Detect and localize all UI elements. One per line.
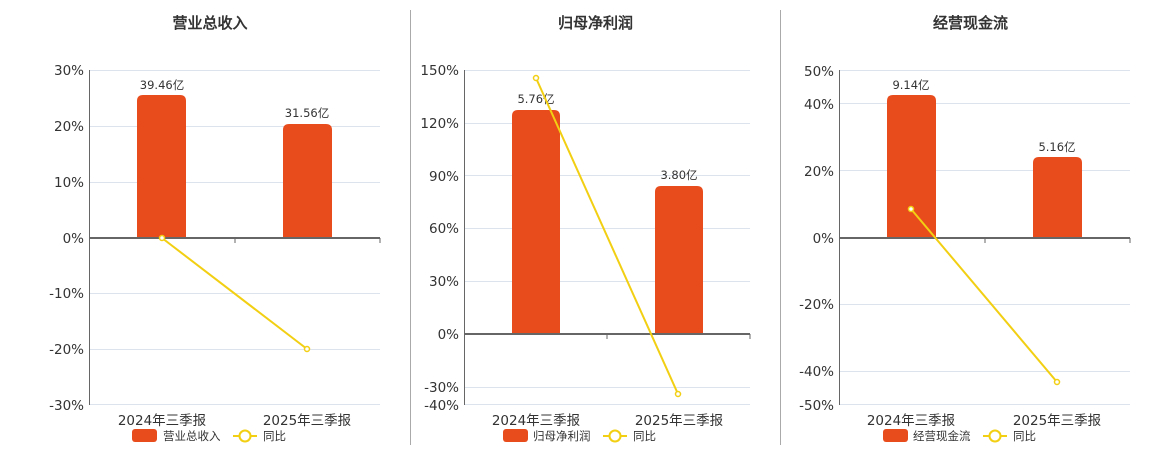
yoy-point[interactable]: [674, 390, 682, 398]
x-axis-categories: 2024年三季报 2025年三季报: [867, 413, 1101, 429]
yoy-point[interactable]: [303, 345, 311, 353]
svg-text:30%: 30%: [54, 63, 84, 79]
svg-text:40%: 40%: [804, 97, 834, 113]
chart-title: 营业总收入: [172, 14, 248, 32]
bar-2024q3[interactable]: [137, 95, 186, 238]
bar-labels: 39.46亿 31.56亿: [140, 78, 329, 120]
bars: [512, 110, 703, 334]
yoy-point[interactable]: [1053, 378, 1061, 386]
svg-text:-20%: -20%: [49, 342, 84, 358]
svg-text:5.76亿: 5.76亿: [517, 92, 554, 106]
svg-text:2024年三季报: 2024年三季报: [492, 413, 580, 429]
svg-text:90%: 90%: [429, 169, 459, 185]
svg-text:50%: 50%: [804, 64, 834, 80]
yoy-line: [532, 74, 682, 398]
svg-text:同比: 同比: [1013, 429, 1036, 443]
yoy-line: [907, 205, 1061, 386]
svg-text:0%: 0%: [63, 231, 85, 247]
bars: [137, 95, 332, 238]
svg-text:-10%: -10%: [49, 286, 84, 302]
svg-text:2025年三季报: 2025年三季报: [635, 413, 723, 429]
svg-text:-50%: -50%: [799, 398, 834, 414]
legend[interactable]: 营业总收入 同比: [132, 429, 286, 443]
bar-2025q3[interactable]: [655, 186, 703, 334]
x-axis-categories: 2024年三季报 2025年三季报: [118, 413, 351, 429]
bar-labels: 5.76亿 3.80亿: [517, 92, 697, 182]
panel-divider: [780, 10, 781, 445]
y-axis-ticks: 30% 20% 10% 0% -10% -20% -30%: [49, 63, 84, 414]
svg-text:30%: 30%: [429, 274, 459, 290]
svg-text:经营现金流: 经营现金流: [913, 429, 971, 443]
svg-text:-30%: -30%: [424, 380, 459, 396]
svg-text:-40%: -40%: [799, 364, 834, 380]
y-axis-ticks: 150% 120% 90% 60% 30% 0% -30% -40%: [420, 63, 459, 414]
svg-text:0%: 0%: [813, 231, 835, 247]
bar-2025q3[interactable]: [283, 124, 332, 238]
bars: [887, 95, 1082, 238]
svg-text:5.16亿: 5.16亿: [1038, 140, 1075, 154]
chart-title: 归母净利润: [557, 14, 633, 32]
svg-text:31.56亿: 31.56亿: [285, 106, 329, 120]
svg-text:39.46亿: 39.46亿: [140, 78, 184, 92]
svg-text:同比: 同比: [633, 429, 656, 443]
svg-text:10%: 10%: [54, 175, 84, 191]
bar-2025q3[interactable]: [1033, 157, 1082, 238]
x-axis-categories: 2024年三季报 2025年三季报: [492, 413, 723, 429]
chart-svg: 50% 40% 20% 0% -20% -40% -50% 9.14亿 5.16…: [799, 64, 1131, 443]
svg-text:3.80亿: 3.80亿: [660, 168, 697, 182]
bar-2024q3[interactable]: [887, 95, 936, 238]
svg-text:2024年三季报: 2024年三季报: [118, 413, 206, 429]
svg-text:20%: 20%: [54, 119, 84, 135]
legend-line-marker: [608, 429, 622, 443]
y-axis-ticks: 50% 40% 20% 0% -20% -40% -50%: [799, 64, 834, 414]
legend-line-marker: [988, 429, 1002, 443]
svg-text:20%: 20%: [804, 164, 834, 180]
legend-bar-swatch: [503, 429, 528, 442]
bar-2024q3[interactable]: [512, 110, 560, 334]
chart-panel-net-profit: 归母净利润 150% 120% 90% 60% 30% 0% -30% -40%: [411, 0, 780, 450]
svg-text:-30%: -30%: [49, 398, 84, 414]
legend-bar-swatch: [883, 429, 908, 442]
svg-text:2024年三季报: 2024年三季报: [867, 413, 955, 429]
legend-line-marker: [238, 429, 252, 443]
svg-text:-20%: -20%: [799, 297, 834, 313]
svg-text:-40%: -40%: [424, 398, 459, 414]
legend[interactable]: 归母净利润 同比: [503, 429, 656, 443]
legend-bar-swatch: [132, 429, 157, 442]
yoy-point[interactable]: [532, 74, 540, 82]
yoy-point[interactable]: [907, 205, 915, 213]
svg-text:9.14亿: 9.14亿: [892, 78, 929, 92]
chart-title: 经营现金流: [932, 14, 1008, 32]
legend[interactable]: 经营现金流 同比: [883, 429, 1036, 443]
chart-panel-operating-cash-flow: 经营现金流 50% 40% 20% 0% -20% -40% -50% 9.14…: [781, 0, 1160, 450]
svg-text:150%: 150%: [420, 63, 459, 79]
bar-labels: 9.14亿 5.16亿: [892, 78, 1075, 154]
yoy-point[interactable]: [158, 234, 166, 242]
chart-panel-revenue: 营业总收入 30% 20% 10% 0% -10% -20% -30% 39.4…: [0, 0, 410, 450]
svg-text:60%: 60%: [429, 221, 459, 237]
svg-text:营业总收入: 营业总收入: [163, 429, 221, 443]
chart-svg: 150% 120% 90% 60% 30% 0% -30% -40% 5.76亿…: [420, 63, 751, 443]
svg-text:2025年三季报: 2025年三季报: [1013, 413, 1101, 429]
panel-divider: [410, 10, 411, 445]
svg-text:120%: 120%: [420, 116, 459, 132]
chart-svg: 30% 20% 10% 0% -10% -20% -30% 39.46亿 31.…: [49, 63, 381, 443]
svg-text:0%: 0%: [438, 327, 460, 343]
svg-text:2025年三季报: 2025年三季报: [263, 413, 351, 429]
svg-text:同比: 同比: [263, 429, 286, 443]
svg-text:归母净利润: 归母净利润: [533, 429, 591, 443]
yoy-line: [158, 234, 311, 353]
